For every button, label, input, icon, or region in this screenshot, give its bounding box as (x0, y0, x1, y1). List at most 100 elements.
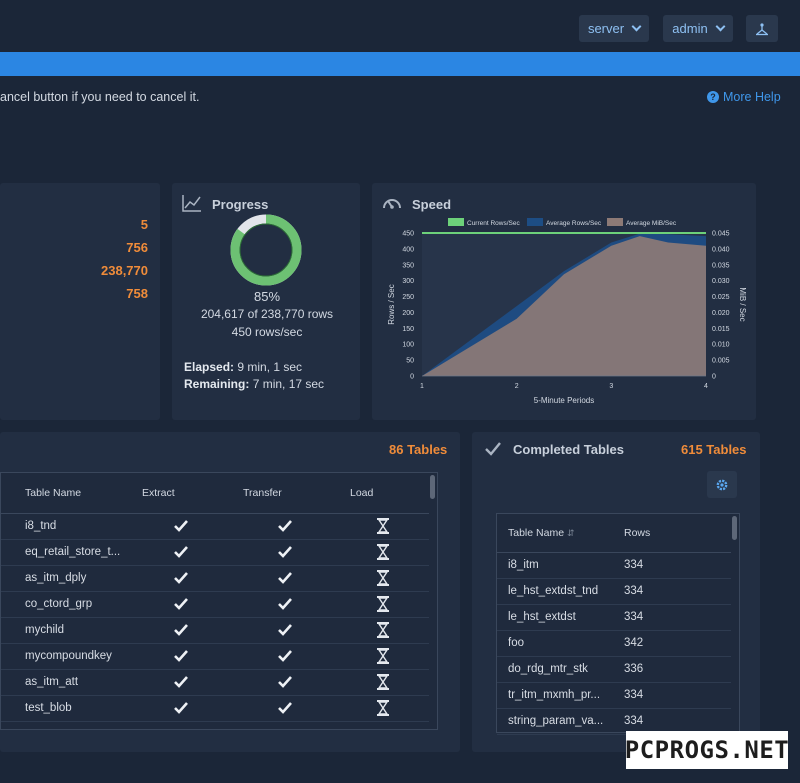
stat-value-3: 238,770 (101, 263, 148, 278)
table-row[interactable]: string_param_va... 334 (497, 709, 731, 735)
table-name: do_rdg_mtr_stk (508, 663, 588, 675)
table-row[interactable]: do_rdg_mtr_stk 336 (497, 657, 731, 683)
server-label: server (587, 21, 625, 36)
legend-swatch (448, 218, 464, 226)
legend-swatch (527, 218, 543, 226)
col-transfer[interactable]: Transfer (243, 487, 282, 499)
completed-title: Completed Tables (513, 442, 625, 457)
row-count: 336 (624, 663, 644, 675)
y2-tick-label: 0.035 (712, 262, 730, 269)
status-bar (0, 52, 800, 76)
load-hourglass-icon (376, 674, 390, 690)
transfer-check-icon (277, 700, 293, 716)
col-table-name[interactable]: Table Name ⇵ (508, 527, 575, 539)
load-hourglass-icon (376, 648, 390, 664)
scrollbar[interactable] (430, 475, 435, 499)
row-count: 334 (624, 715, 644, 727)
completed-count: 615 Tables (681, 442, 747, 457)
network-button[interactable] (746, 15, 778, 42)
y-tick-label: 0 (410, 374, 414, 381)
speed-title: Speed (412, 197, 452, 212)
legend-label: Average MiB/Sec (626, 220, 677, 227)
completed-tables-card: Completed Tables 615 Tables Table Name ⇵… (472, 432, 760, 752)
load-hourglass-icon (376, 596, 390, 612)
legend-label: Average Rows/Sec (546, 220, 602, 227)
settings-button[interactable] (707, 471, 737, 498)
y2-tick-label: 0.030 (712, 278, 730, 285)
more-help-link[interactable]: ? More Help (707, 90, 781, 104)
progress-donut (230, 214, 302, 286)
chart-line-icon (182, 195, 201, 212)
table-row[interactable]: eq_retail_store_t... (1, 540, 429, 566)
extract-check-icon (173, 544, 189, 560)
x-axis-label: 5-Minute Periods (534, 396, 594, 405)
table-row[interactable]: mychild (1, 618, 429, 644)
scrollbar[interactable] (732, 516, 737, 540)
table-row[interactable]: tr_itm_mxmh_pr... 334 (497, 683, 731, 709)
admin-dropdown[interactable]: admin (663, 15, 733, 42)
elapsed-key: Elapsed: (184, 360, 235, 374)
table-name: i8_tnd (25, 520, 57, 532)
transfer-check-icon (277, 622, 293, 638)
completed-table: Table Name ⇵ Rows i8_itm 334 le_hst_extdst… (496, 513, 740, 735)
table-row[interactable]: foo 342 (497, 631, 731, 657)
stats-card: 5 756 238,770 758 (0, 183, 160, 420)
server-dropdown[interactable]: server (579, 15, 649, 42)
table-name: as_itm_att (25, 676, 79, 688)
table-name: co_ctord_grp (25, 598, 93, 610)
extract-check-icon (173, 570, 189, 586)
check-icon (485, 442, 501, 456)
extract-check-icon (173, 596, 189, 612)
watermark: PCPROGS.NET (625, 731, 789, 769)
progress-rows: 204,617 of 238,770 rows (200, 307, 334, 321)
y2-tick-label: 0.040 (712, 246, 730, 253)
x-tick-label: 2 (515, 383, 519, 390)
y-tick-label: 250 (402, 294, 414, 301)
remaining-row: Remaining: 7 min, 17 sec (184, 377, 324, 391)
col-load[interactable]: Load (350, 487, 374, 499)
y2-tick-label: 0 (712, 374, 716, 381)
progress-rate: 450 rows/sec (231, 325, 303, 339)
row-count: 342 (624, 637, 644, 649)
y-tick-label: 300 (402, 278, 414, 285)
table-row[interactable]: co_ctord_grp (1, 592, 429, 618)
col-table-name-label: Table Name (508, 527, 565, 539)
col-extract[interactable]: Extract (142, 487, 175, 499)
stat-value-2: 756 (126, 240, 148, 255)
legend-label: Current Rows/Sec (467, 220, 520, 227)
col-rows[interactable]: Rows (624, 527, 651, 539)
load-hourglass-icon (376, 700, 390, 716)
col-table-name[interactable]: Table Name (25, 487, 82, 499)
table-name: i8_itm (508, 559, 539, 571)
table-row[interactable]: as_itm_dply (1, 566, 429, 592)
x-tick-label: 4 (704, 383, 708, 390)
table-row[interactable]: le_hst_extdst 334 (497, 605, 731, 631)
network-icon (756, 22, 768, 35)
transfer-check-icon (277, 518, 293, 534)
elapsed-value: 9 min, 1 sec (237, 360, 303, 374)
row-count: 334 (624, 611, 644, 623)
table-row[interactable]: i8_itm 334 (497, 553, 731, 579)
table-name: le_hst_extdst_tnd (508, 585, 599, 597)
load-hourglass-icon (376, 570, 390, 586)
speed-card: Speed 0 50 100 150 200 250 300 350 400 450 0 0.005 0… (372, 183, 756, 420)
elapsed-row: Elapsed: 9 min, 1 sec (184, 360, 302, 374)
transfer-check-icon (277, 570, 293, 586)
legend-swatch (607, 218, 623, 226)
admin-label: admin (672, 21, 708, 36)
y2-tick-label: 0.045 (712, 231, 730, 238)
table-name: tr_itm_mxmh_pr... (508, 689, 601, 701)
table-row[interactable]: i8_tnd (1, 514, 429, 540)
remaining-value: 7 min, 17 sec (252, 377, 325, 391)
table-row[interactable]: mycompoundkey (1, 644, 429, 670)
inprogress-tables-card: 86 Tables Table Name Extract Transfer Lo… (0, 432, 460, 752)
table-row[interactable]: test_blob (1, 696, 429, 722)
table-row[interactable]: as_itm_att (1, 670, 429, 696)
table-name: eq_retail_store_t... (25, 546, 121, 558)
speedometer-icon (383, 199, 401, 209)
table-row[interactable]: le_hst_extdst_tnd 334 (497, 579, 731, 605)
info-message: ancel button if you need to cancel it. (0, 90, 200, 104)
y-axis-label: Rows / Sec (387, 284, 396, 324)
sort-icon: ⇵ (566, 528, 575, 538)
